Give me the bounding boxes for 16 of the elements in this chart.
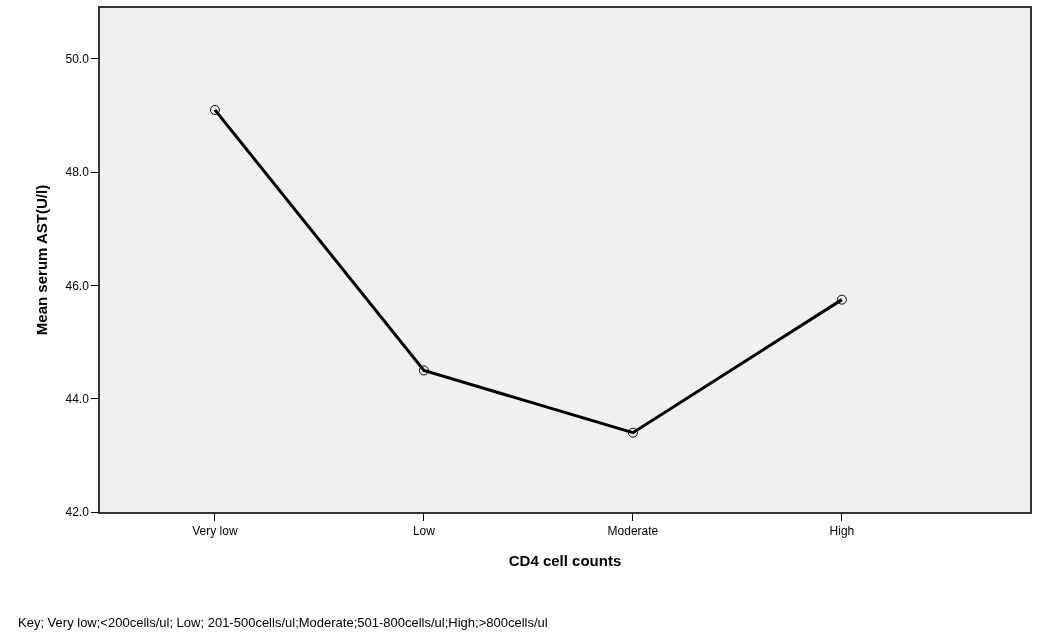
y-tick-label: 42.0 — [65, 505, 90, 520]
text: Key; Very low;<200cells/ul; Low; 201-500cells/ul;Moderate;501-800cells/ul;High;>800cells/ul — [18, 615, 548, 630]
y-tick-label: 46.0 — [65, 278, 90, 293]
x-tick-label: High — [829, 524, 855, 539]
point — [836, 294, 847, 305]
x-tick-label: Very low — [192, 524, 238, 539]
point — [209, 104, 220, 115]
x-tick-label: Moderate — [607, 524, 659, 539]
x-axis-title: CD4 cell counts — [508, 551, 622, 569]
y-tick-label: 50.0 — [65, 52, 90, 67]
point — [418, 365, 429, 376]
x-tick-label: Low — [412, 524, 436, 539]
y-axis-title: Mean serum AST(U/l) — [33, 184, 51, 336]
y-tick-label: 44.0 — [65, 391, 90, 406]
y-tick-label: 48.0 — [65, 165, 90, 180]
point — [627, 427, 638, 438]
